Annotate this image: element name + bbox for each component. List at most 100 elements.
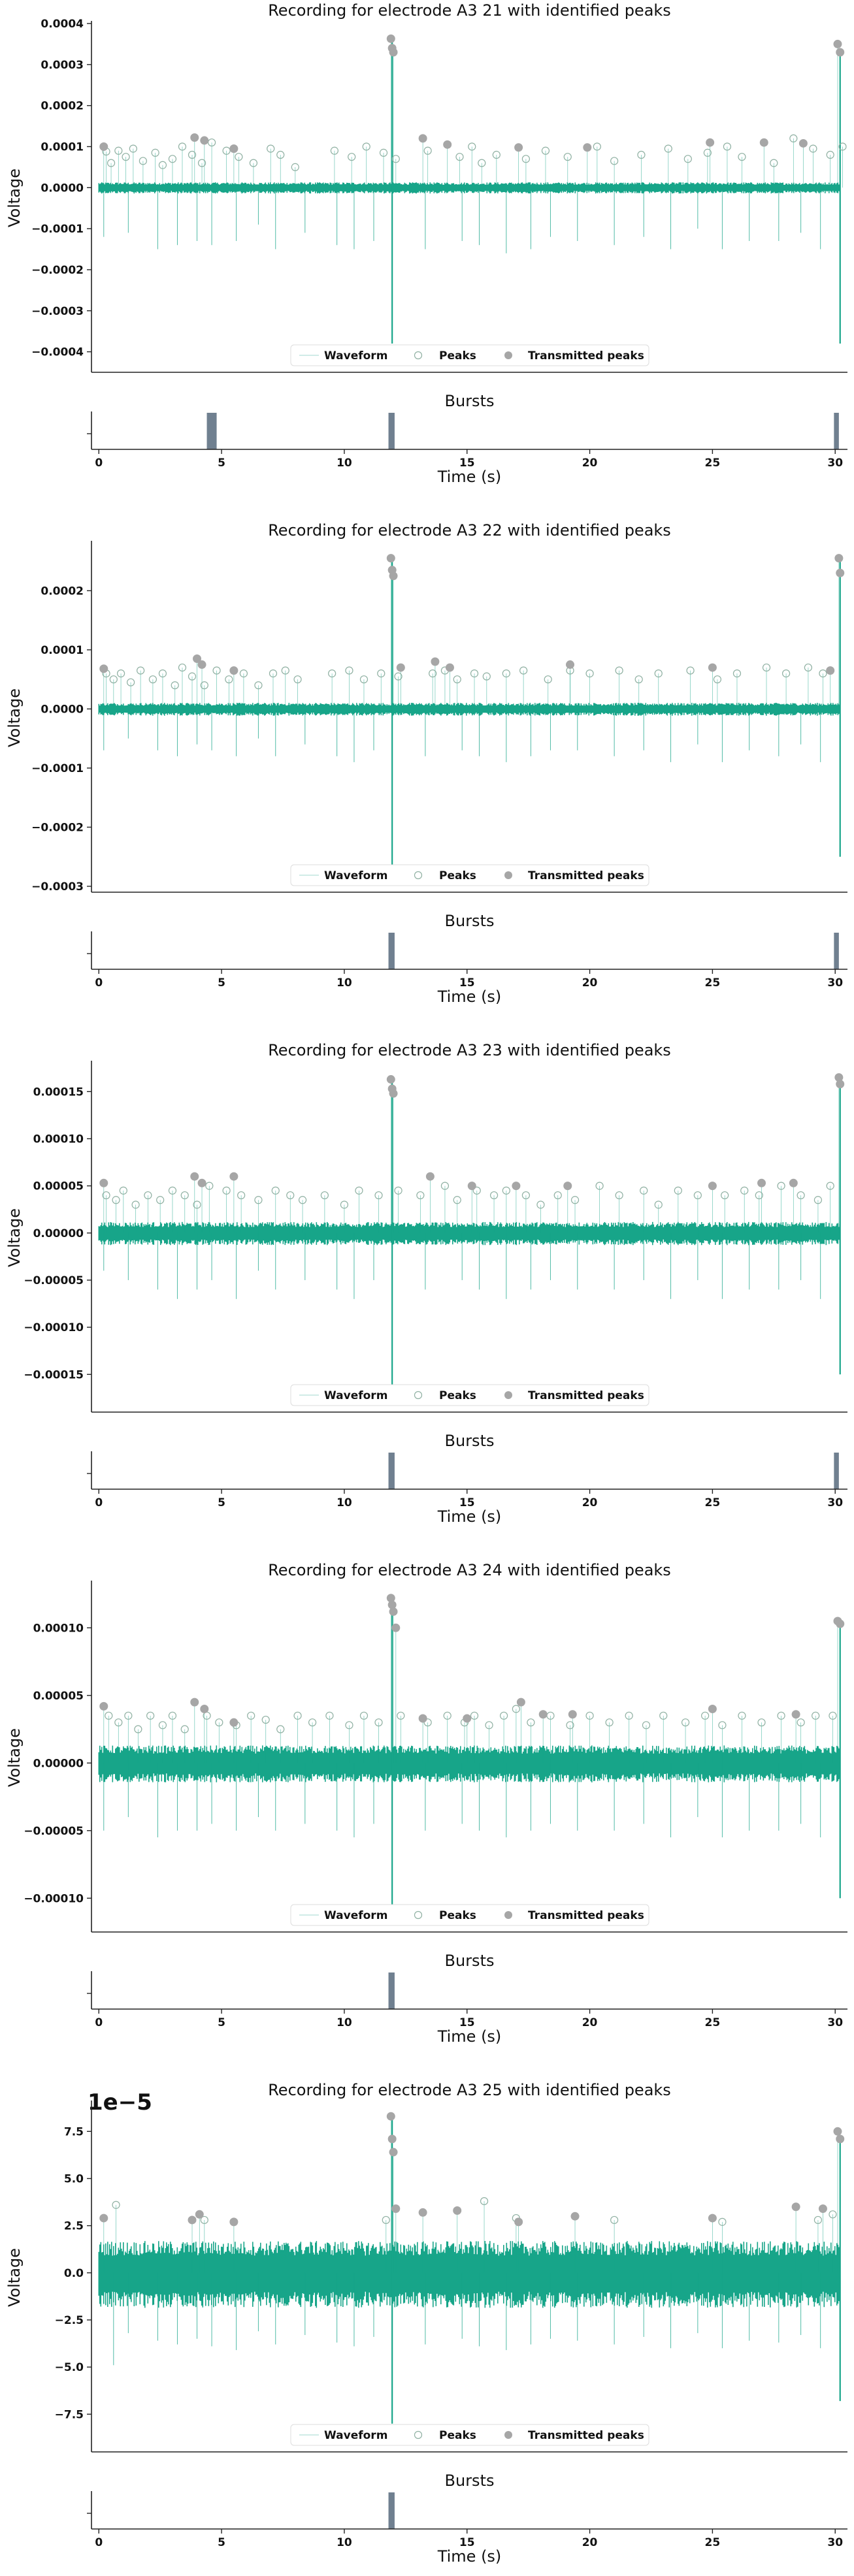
transmitted-peak-marker: [836, 2134, 845, 2144]
peak-marker: [593, 142, 601, 151]
peak-marker: [269, 669, 278, 678]
peak-marker: [512, 1705, 520, 1713]
transmitted-peak-marker: [570, 2212, 580, 2221]
transmitted-peak-marker: [818, 2204, 827, 2214]
transmitted-peak-marker: [453, 2206, 462, 2215]
peak-marker: [544, 675, 552, 684]
x-tick-label: 5: [218, 976, 225, 990]
peak-marker: [397, 1711, 405, 1720]
legend-transmitted-label: Transmitted peaks: [528, 1909, 644, 1922]
peak-marker: [222, 1186, 231, 1195]
x-tick-label: 5: [218, 2016, 225, 2029]
transmitted-peak-marker: [389, 1607, 398, 1616]
transmitted-peak-marker: [431, 657, 440, 666]
y-tick-label: 0.00015: [33, 1086, 84, 1099]
legend-transmitted-swatch: [504, 2431, 512, 2439]
transmitted-peak-marker: [190, 1698, 199, 1707]
peak-marker: [443, 1711, 452, 1720]
peaks-series: [112, 2197, 837, 2226]
peak-marker: [615, 666, 623, 675]
peak-marker: [308, 1718, 317, 1727]
x-tick-label: 5: [218, 2536, 225, 2549]
peak-marker: [681, 1718, 690, 1727]
peak-marker: [640, 1186, 648, 1195]
transmitted-peak-marker: [197, 660, 206, 669]
peak-marker: [654, 1200, 663, 1209]
y-tick-label: 0.00000: [33, 1227, 84, 1240]
peak-marker: [777, 1711, 785, 1720]
transmitted-peak-marker: [833, 39, 842, 48]
x-tick-label: 5: [218, 1496, 225, 1509]
transmitted-peak-marker: [99, 1178, 108, 1187]
transmitted-peak-marker: [443, 140, 452, 149]
transmitted-peaks-series: [99, 2112, 845, 2227]
legend-peaks-swatch: [414, 2430, 423, 2439]
peak-marker: [139, 157, 147, 165]
peak-marker: [168, 1711, 177, 1720]
legend-peaks-label: Peaks: [439, 1909, 476, 1922]
bursts-title: Bursts: [445, 912, 495, 930]
peak-marker: [659, 1711, 668, 1720]
peak-marker: [188, 672, 197, 681]
y-offset-label: 1e−5: [88, 2089, 152, 2116]
y-tick-label: 0.0002: [41, 100, 84, 113]
transmitted-peak-marker: [190, 133, 199, 142]
y-axis-label: Voltage: [5, 169, 24, 227]
peak-marker: [770, 159, 778, 167]
burst-bar: [206, 413, 217, 449]
transmitted-peak-marker: [708, 2214, 717, 2223]
transmitted-peak-marker: [99, 2214, 108, 2223]
y-tick-label: 0.0001: [41, 140, 84, 153]
peak-marker: [502, 1186, 510, 1195]
peak-marker: [718, 2217, 727, 2226]
peak-marker: [158, 161, 167, 169]
x-tick-label: 30: [827, 976, 843, 990]
peak-marker: [470, 1711, 479, 1720]
peak-marker: [453, 675, 461, 684]
peak-marker: [482, 672, 491, 681]
peak-marker: [732, 669, 742, 678]
y-axis-label: Voltage: [5, 1208, 24, 1267]
peak-marker: [180, 1191, 189, 1200]
peak-marker: [416, 1191, 425, 1200]
peak-marker: [102, 1191, 110, 1200]
y-tick-label: 0.0: [64, 2267, 84, 2280]
peak-marker: [293, 675, 302, 684]
x-tick-label: 10: [337, 2536, 352, 2549]
peak-marker: [205, 1182, 214, 1190]
transmitted-peak-marker: [706, 138, 715, 147]
waveform-band: [98, 703, 841, 716]
peak-marker: [254, 1196, 263, 1204]
legend-transmitted-swatch: [504, 1911, 512, 1919]
y-tick-label: 0.00010: [33, 1622, 84, 1635]
transmitted-peak-marker: [229, 144, 238, 153]
transmitted-peak-marker: [386, 2112, 395, 2121]
transmitted-peak-marker: [789, 1178, 798, 1187]
x-tick-label: 10: [337, 2016, 352, 2029]
peak-marker: [158, 669, 167, 678]
transmitted-peak-marker: [193, 654, 202, 663]
x-tick-label: 0: [95, 457, 103, 470]
burst-bar: [388, 2492, 395, 2529]
peak-marker: [105, 1711, 113, 1720]
legend-peaks-swatch: [414, 871, 423, 880]
x-tick-label: 15: [459, 976, 475, 990]
peaks-series: [105, 1705, 837, 1733]
peak-marker: [374, 1718, 383, 1727]
legend-box: [290, 344, 649, 366]
peak-marker: [480, 2197, 489, 2206]
peak-marker: [819, 669, 827, 678]
peak-marker: [355, 1186, 363, 1195]
x-tick-label: 0: [95, 2536, 103, 2549]
peak-marker: [541, 146, 550, 155]
transmitted-peak-marker: [512, 1182, 521, 1191]
waveform-series: [98, 1598, 841, 1916]
peak-marker: [519, 666, 528, 675]
peak-marker: [781, 669, 791, 678]
peak-marker: [423, 146, 432, 155]
peak-marker: [686, 666, 695, 675]
peak-marker: [178, 663, 187, 672]
peak-marker: [134, 1725, 142, 1733]
transmitted-peak-marker: [514, 143, 523, 152]
peak-marker: [521, 1191, 530, 1200]
